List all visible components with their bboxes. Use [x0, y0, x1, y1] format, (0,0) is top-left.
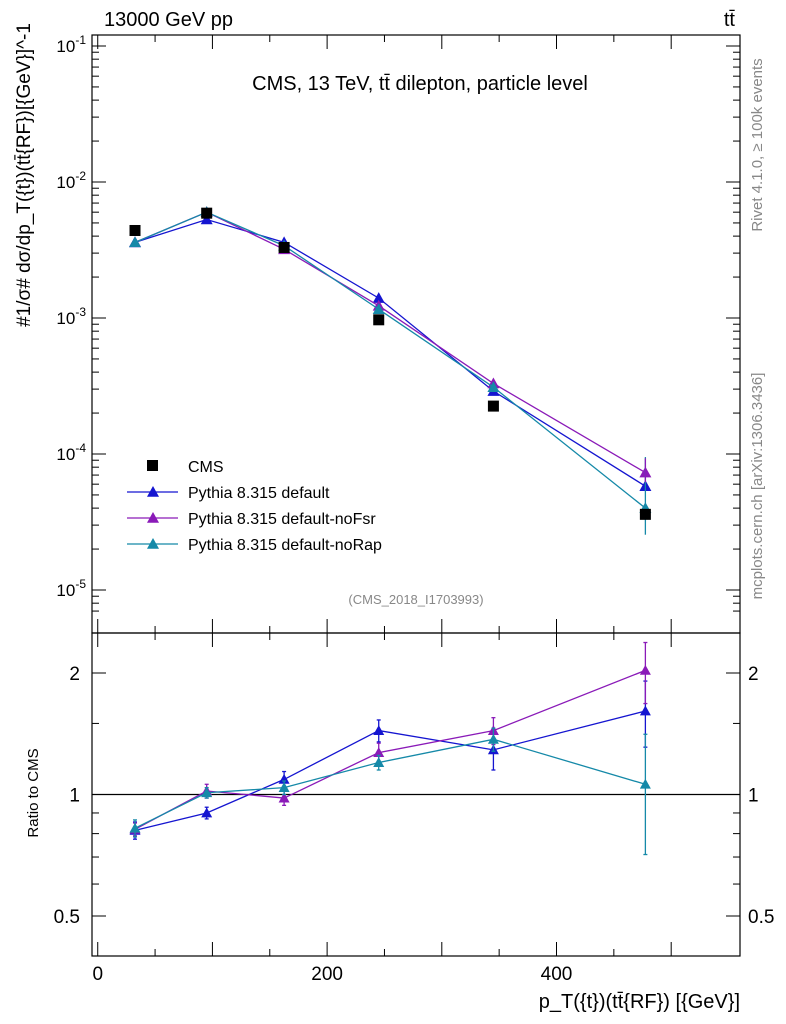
- analysis-label: (CMS_2018_I1703993): [348, 592, 483, 607]
- series-point-3: [372, 303, 385, 315]
- y-tick-label: 10-1: [56, 33, 86, 56]
- ratio-y-axis-label: Ratio to CMS: [25, 748, 42, 837]
- ratio-tick-label-left: 2: [69, 664, 80, 685]
- data-point: [487, 400, 499, 412]
- ratio-tick-label-right: 2: [748, 664, 759, 685]
- ratio-tick-label-right: 1: [748, 786, 759, 807]
- x-tick-label: 400: [541, 964, 573, 985]
- legend-marker-cms: [147, 460, 158, 471]
- ratio-point-3: [373, 757, 385, 767]
- ratio-point-1: [278, 773, 290, 784]
- ratio-point-1: [639, 705, 651, 716]
- legend-label: Pythia 8.315 default-noFsr: [188, 511, 376, 528]
- ratio-point-1: [373, 725, 385, 735]
- x-axis-label: p_T({t})(tt̄{RF}) [{GeV}]: [539, 991, 740, 1013]
- data-point: [278, 241, 290, 253]
- legend-label: Pythia 8.315 default-noRap: [188, 537, 382, 554]
- header-left: 13000 GeV pp: [104, 9, 233, 31]
- ratio-line-1: [134, 710, 646, 831]
- ratio-line-3: [134, 738, 646, 829]
- header-right: tt̄: [724, 9, 736, 31]
- mcplots-label: mcplots.cern.ch [arXiv:1306.3436]: [749, 373, 766, 600]
- legend-label: CMS: [188, 459, 224, 476]
- data-point: [639, 508, 651, 520]
- ratio-point-3: [129, 822, 141, 833]
- ratio-point-1: [201, 807, 213, 818]
- series-line-3: [134, 211, 646, 509]
- ratio-point-3: [639, 778, 651, 789]
- ratio-tick-label-left: 1: [69, 786, 80, 807]
- series-line-2: [134, 211, 646, 474]
- data-point: [129, 224, 141, 236]
- y-tick-label: 10-3: [56, 305, 86, 328]
- ratio-point-2: [278, 792, 290, 803]
- ratio-tick-label-right: 0.5: [748, 907, 774, 928]
- legend-marker: [147, 538, 159, 549]
- x-tick-label: 200: [311, 964, 343, 985]
- series-line-1: [134, 218, 646, 487]
- y-tick-label: 10-5: [56, 577, 86, 600]
- chart-title: CMS, 13 TeV, tt̄ dilepton, particle leve…: [252, 73, 588, 95]
- legend-label: Pythia 8.315 default: [188, 485, 330, 502]
- rivet-label: Rivet 4.1.0, ≥ 100k events: [749, 58, 766, 231]
- legend-marker: [147, 486, 159, 497]
- data-point: [373, 314, 385, 326]
- series-point-1: [372, 292, 385, 303]
- ratio-point-2: [639, 664, 651, 675]
- ratio-tick-label-left: 0.5: [54, 907, 80, 928]
- ratio-point-2: [373, 747, 385, 758]
- series-point-3: [129, 236, 142, 248]
- x-tick-label: 0: [92, 964, 103, 985]
- ratio-point-3: [487, 733, 499, 744]
- y-axis-label: #1/σ# dσ/dp_T({t})(tt̄{RF})[{GeV}]^-1: [14, 23, 35, 327]
- y-tick-label: 10-4: [56, 441, 86, 464]
- series-point-1: [200, 213, 213, 225]
- series-point-3: [487, 381, 500, 392]
- ratio-line-2: [134, 669, 646, 830]
- ratio-point-3: [201, 787, 213, 798]
- ratio-point-3: [278, 782, 290, 793]
- legend-marker: [147, 512, 159, 523]
- y-tick-label: 10-2: [56, 169, 86, 192]
- data-point: [201, 207, 213, 219]
